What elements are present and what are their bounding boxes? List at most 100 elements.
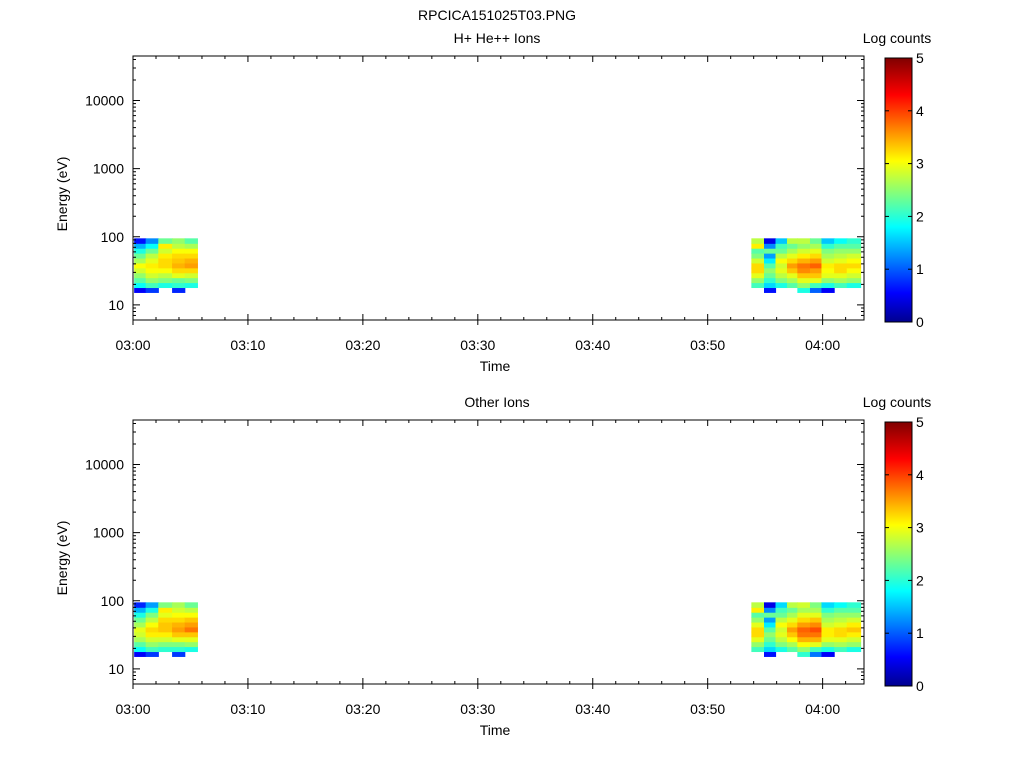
figure-title: RPCICA151025T03.PNG	[418, 7, 576, 23]
heatmap-cell	[846, 272, 862, 279]
heatmap-cell	[751, 272, 765, 279]
y-tick-label: 100	[101, 593, 125, 609]
heatmap-cell	[846, 621, 862, 628]
heatmap-cell	[764, 277, 777, 284]
heatmap-cell	[834, 243, 848, 249]
heatmap-cell	[158, 646, 173, 653]
heatmap-cell	[158, 607, 173, 613]
heatmap-cell	[821, 607, 835, 613]
heatmap-cell	[184, 272, 198, 279]
heatmap-cell	[145, 262, 159, 269]
heatmap-cell	[846, 267, 862, 274]
heatmap-cell	[172, 253, 186, 259]
heatmap-cell	[846, 277, 862, 284]
x-tick-label: 03:00	[115, 337, 150, 353]
heatmap-cell	[172, 248, 186, 254]
heatmap-cell	[821, 277, 835, 284]
colorbar-tick-label: 0	[916, 314, 924, 330]
heatmap-cell	[751, 262, 765, 269]
x-tick-label: 03:40	[575, 701, 610, 717]
heatmap-cell	[751, 243, 765, 249]
heatmap-cell	[134, 602, 147, 608]
heatmap-cell	[834, 617, 848, 623]
heatmap-cell	[821, 626, 835, 633]
heatmap-cell	[134, 607, 147, 613]
heatmap-cell	[834, 641, 848, 648]
heatmap-cell	[751, 617, 765, 623]
heatmap-cell	[775, 253, 788, 259]
heatmap-cell	[786, 641, 798, 648]
heatmap-cell	[786, 631, 798, 638]
heatmap-cell	[145, 621, 159, 628]
y-tick-label: 100	[101, 229, 125, 245]
heatmap-cell	[184, 248, 198, 254]
heatmap-cell	[172, 272, 186, 279]
heatmap-cell	[809, 253, 823, 259]
heatmap-cell	[786, 277, 798, 284]
colorbar-tick-label: 4	[916, 103, 924, 119]
heatmap-cell	[134, 257, 147, 264]
heatmap-cell	[834, 626, 848, 633]
heatmap-cell	[846, 248, 862, 254]
heatmap-cell	[775, 282, 788, 289]
x-tick-label: 03:10	[230, 337, 265, 353]
heatmap-cell	[184, 277, 198, 284]
heatmap-cell	[797, 651, 811, 657]
heatmap-cell	[751, 602, 765, 608]
heatmap-cell	[809, 631, 823, 638]
heatmap-cell	[172, 238, 186, 244]
colorbar-tick-label: 0	[916, 678, 924, 694]
heatmap-cell	[797, 646, 811, 653]
heatmap-cell	[751, 641, 765, 648]
heatmap-cell	[751, 238, 765, 244]
heatmap-cell	[764, 602, 777, 608]
heatmap-cell	[821, 267, 835, 274]
heatmap-cell	[145, 602, 159, 608]
heatmap-cell	[834, 257, 848, 264]
heatmap-cell	[821, 621, 835, 628]
heatmap-cell	[764, 607, 777, 613]
heatmap-cell	[809, 612, 823, 618]
y-tick-label: 10000	[85, 457, 124, 473]
heatmap-cell	[184, 243, 198, 249]
colorbar-ticks: 0 1 2 3 4 5	[885, 50, 924, 330]
heatmap-cell	[145, 282, 159, 289]
heatmap-cell	[821, 238, 835, 244]
heatmap-cell	[184, 282, 198, 289]
heatmap-cells	[134, 238, 862, 293]
heatmap-cell	[846, 641, 862, 648]
heatmap-cell	[145, 607, 159, 613]
colorbar-gradient	[884, 421, 913, 687]
heatmap-cell	[821, 646, 835, 653]
plot-frame	[132, 55, 865, 321]
heatmap-cell	[809, 617, 823, 623]
heatmap-cell	[172, 621, 186, 628]
x-tick-label: 03:50	[690, 337, 725, 353]
x-tick-label: 03:20	[345, 701, 380, 717]
heatmap-cell	[751, 253, 765, 259]
heatmap-cell	[846, 262, 862, 269]
heatmap-cell	[809, 641, 823, 648]
heatmap-cell	[751, 621, 765, 628]
x-tick-label: 03:50	[690, 701, 725, 717]
heatmap-cell	[145, 243, 159, 249]
heatmap-cell	[809, 651, 823, 657]
heatmap-cell	[775, 646, 788, 653]
heatmap-cell	[846, 617, 862, 623]
heatmap-cell	[184, 267, 198, 274]
heatmap-cell	[846, 631, 862, 638]
heatmap-cell	[797, 617, 811, 623]
heatmap-cell	[172, 636, 186, 643]
y-tick-label: 10	[108, 297, 124, 313]
heatmap-cell	[834, 621, 848, 628]
heatmap-cell	[158, 641, 173, 648]
heatmap-cell	[764, 272, 777, 279]
heatmap-cell	[809, 636, 823, 643]
heatmap-cell	[821, 612, 835, 618]
heatmap-cell	[158, 621, 173, 628]
heatmap-cell	[172, 243, 186, 249]
heatmap-cell	[809, 607, 823, 613]
heatmap-cell	[786, 612, 798, 618]
heatmap-cell	[809, 287, 823, 293]
x-tick-label: 03:10	[230, 701, 265, 717]
